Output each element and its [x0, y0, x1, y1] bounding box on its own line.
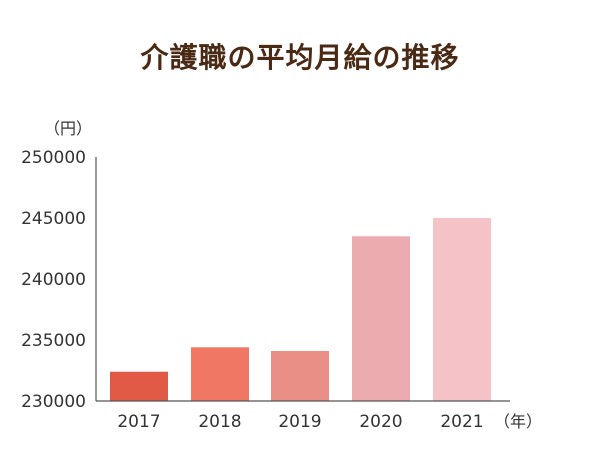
x-tick-label: 2020 [359, 412, 402, 432]
bar-2019 [271, 350, 329, 401]
y-tick-label: 240000 [21, 270, 86, 290]
y-tick-label: 245000 [21, 209, 86, 229]
bar-2017 [110, 371, 168, 401]
x-tick-label: 2021 [440, 412, 483, 432]
y-tick-label: 235000 [21, 331, 86, 351]
x-axis-unit-label: （年） [494, 412, 542, 431]
bar-2018 [191, 347, 249, 401]
x-ticks-group: 2017 2018 2019 2020 2021 [117, 412, 483, 432]
bar-2021 [433, 218, 491, 401]
x-tick-label: 2019 [278, 412, 321, 432]
y-tick-label: 230000 [21, 392, 86, 412]
chart-title: 介護職の平均月給の推移 [140, 41, 460, 74]
bars-group [110, 218, 491, 401]
y-tick-label: 250000 [21, 148, 86, 168]
x-tick-label: 2017 [117, 412, 160, 432]
y-axis-unit-label: （円） [44, 119, 92, 138]
y-ticks-group: 250000 245000 240000 235000 230000 [21, 148, 86, 412]
x-tick-label: 2018 [198, 412, 241, 432]
bar-2020 [352, 236, 410, 401]
